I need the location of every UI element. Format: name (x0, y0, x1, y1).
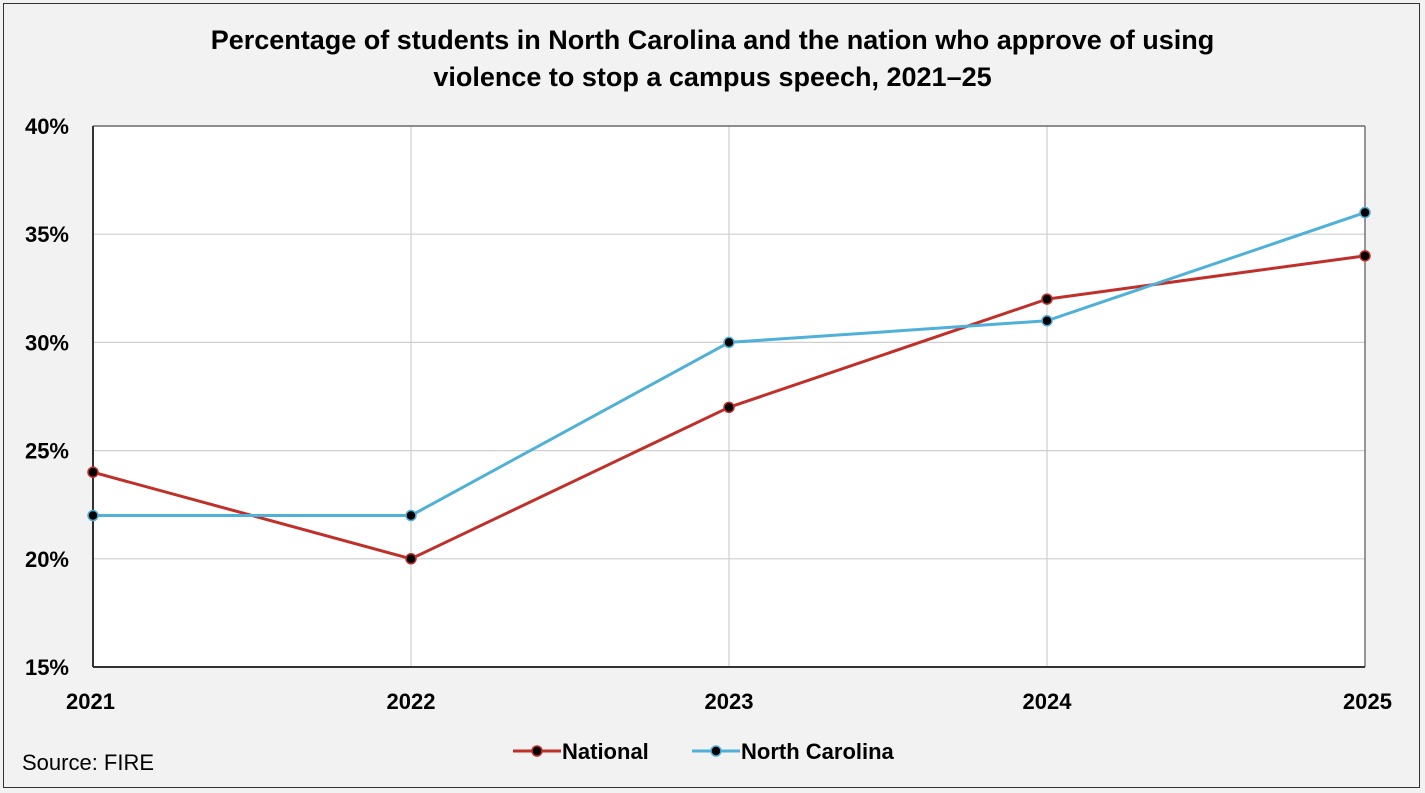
y-tick-label: 40% (25, 114, 69, 139)
y-tick-label: 30% (25, 330, 69, 355)
legend-marker (531, 745, 543, 757)
chart-title: Percentage of students in North Carolina… (0, 22, 1425, 96)
data-point-national (1041, 293, 1053, 305)
data-point-north-carolina (405, 509, 417, 522)
legend-label: North Carolina (741, 739, 895, 764)
y-tick-label: 15% (25, 655, 69, 680)
y-tick-label: 35% (25, 222, 69, 247)
x-tick-label: 2025 (1343, 689, 1392, 714)
legend-label: National (562, 739, 649, 764)
data-point-north-carolina (1041, 315, 1053, 327)
x-tick-label: 2021 (66, 689, 115, 714)
data-point-national (723, 401, 735, 414)
chart-title-line-2: violence to stop a campus speech, 2021–2… (433, 62, 992, 92)
legend-marker (710, 745, 722, 757)
chart-title-line-1: Percentage of students in North Carolina… (210, 25, 1215, 55)
data-point-national (1359, 250, 1371, 262)
x-tick-label: 2022 (387, 689, 436, 714)
y-tick-label: 25% (25, 439, 69, 464)
x-tick-label: 2023 (705, 689, 754, 714)
source-note: Source: FIRE (22, 750, 155, 775)
data-point-national (87, 466, 99, 478)
data-point-north-carolina (87, 509, 99, 522)
y-tick-label: 20% (25, 547, 69, 572)
data-point-north-carolina (723, 336, 735, 349)
x-tick-label: 2024 (1023, 689, 1073, 714)
data-point-north-carolina (1359, 206, 1371, 219)
data-point-national (405, 553, 417, 565)
